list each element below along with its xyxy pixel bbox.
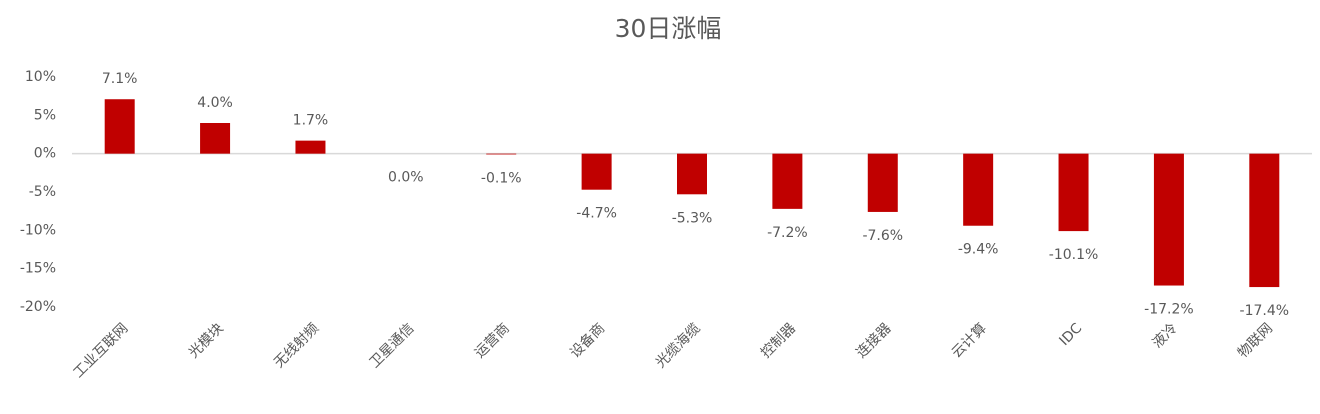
x-tick-label: 云计算 [949, 320, 990, 361]
x-tick-label: 卫星通信 [367, 320, 418, 371]
bar [295, 140, 326, 154]
bar [1249, 153, 1280, 288]
x-tick-label: 光缆海缆 [653, 320, 704, 371]
bar [677, 153, 707, 195]
value-label: -9.4% [958, 242, 999, 258]
bar [867, 153, 898, 212]
x-tick-label: 设备商 [567, 320, 609, 362]
value-label: -17.4% [1240, 303, 1290, 319]
bar [772, 153, 803, 209]
bar [104, 99, 135, 154]
y-tick-label: -10% [20, 222, 56, 238]
x-tick-label: 控制器 [758, 320, 799, 361]
bar [963, 153, 994, 226]
y-tick-label: -5% [29, 184, 56, 200]
value-label: -5.3% [672, 210, 713, 226]
value-label: 7.1% [102, 71, 138, 87]
value-label: 1.7% [293, 113, 329, 129]
x-tick-label: 光模块 [186, 320, 227, 361]
x-tick-label: 液冷 [1149, 320, 1180, 351]
x-tick-label: 连接器 [853, 320, 895, 362]
value-label: 0.0% [388, 170, 424, 186]
y-tick-label: 0% [34, 146, 56, 162]
x-tick-label: 无线射频 [271, 320, 322, 371]
bar [581, 153, 612, 190]
y-tick-label: 5% [34, 107, 56, 123]
x-tick-label: IDC [1056, 320, 1085, 349]
bar [486, 153, 517, 155]
value-label: -7.6% [862, 228, 903, 244]
value-label: -0.1% [481, 170, 522, 186]
value-label: -17.2% [1144, 302, 1194, 318]
y-tick-label: -15% [20, 261, 56, 277]
x-tick-label: 运营商 [472, 320, 513, 361]
x-tick-label: 工业互联网 [71, 320, 132, 381]
bar [200, 123, 231, 154]
value-label: -10.1% [1049, 247, 1099, 263]
y-tick-label: -20% [20, 299, 56, 315]
bar [1153, 153, 1184, 286]
x-tick-label: 物联网 [1235, 320, 1276, 361]
chart-title: 30日涨幅 [615, 14, 722, 43]
value-label: -7.2% [767, 225, 808, 241]
y-tick-label: 10% [25, 69, 56, 85]
value-label: -4.7% [576, 206, 617, 222]
value-label: 4.0% [197, 95, 233, 111]
bar [1058, 153, 1089, 232]
